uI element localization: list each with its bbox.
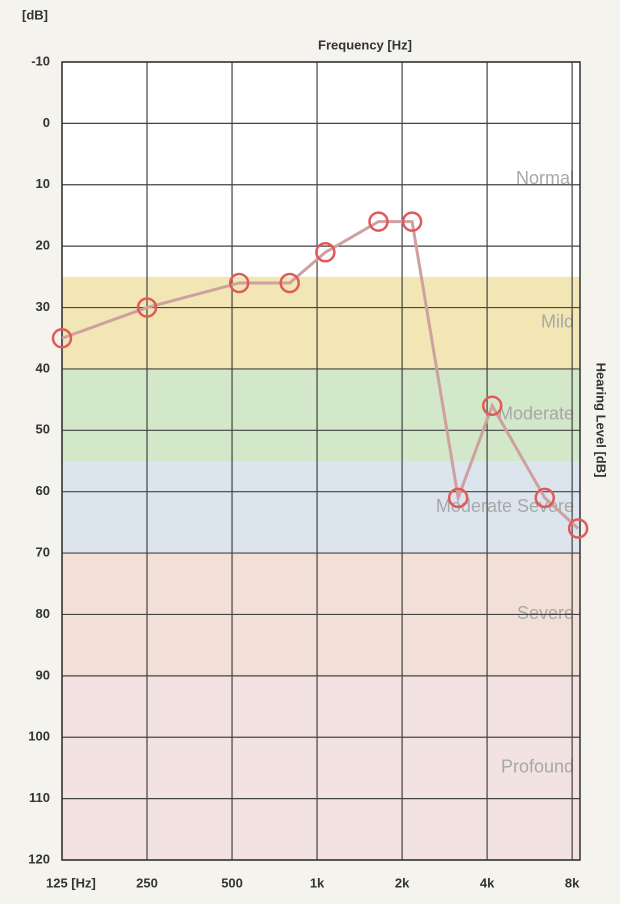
data-point	[401, 211, 423, 232]
x-tick-label: 2k	[395, 875, 410, 890]
data-point	[534, 487, 556, 509]
band-label: Moderate	[498, 404, 574, 424]
band-label: Normal	[516, 168, 574, 188]
data-point	[567, 518, 589, 539]
x-tick-label: 1k	[310, 875, 325, 890]
y-tick-label: 50	[36, 422, 50, 437]
data-point	[315, 242, 336, 263]
y-tick-label: 20	[36, 238, 50, 253]
band	[62, 461, 580, 554]
data-point	[447, 487, 469, 509]
band-label: Mild	[541, 312, 574, 332]
data-point	[136, 297, 158, 318]
y-axis-title: Hearing Level [dB]	[594, 363, 609, 478]
y-tick-label: 110	[29, 790, 50, 805]
y-tick-label: 0	[43, 115, 50, 130]
y-tick-label: 10	[36, 176, 50, 191]
y-tick-label: -10	[31, 53, 50, 68]
data-point	[228, 272, 250, 294]
band	[62, 276, 580, 369]
x-tick-label: 125 [Hz]	[46, 875, 96, 890]
band-label: Profound	[501, 757, 574, 777]
data-point	[279, 272, 300, 294]
x-tick-label: 8k	[565, 875, 580, 890]
y-tick-label: 120	[28, 851, 50, 866]
y-unit: [dB]	[22, 7, 48, 22]
y-tick-label: 40	[36, 360, 50, 375]
band	[62, 675, 580, 860]
plot-frame	[61, 61, 581, 861]
chart-title: Frequency [Hz]	[318, 37, 412, 52]
band-label: Moderate Severe	[436, 496, 574, 516]
x-tick-label: 250	[136, 875, 158, 890]
band	[62, 62, 580, 277]
y-tick-label: 90	[36, 667, 50, 682]
x-tick-label: 500	[221, 875, 243, 890]
data-point	[368, 211, 389, 232]
x-tick-label: 4k	[480, 875, 495, 890]
y-tick-label: 70	[36, 545, 50, 560]
y-tick-label: 30	[36, 299, 50, 314]
data-point	[51, 327, 73, 349]
data-point	[481, 395, 503, 417]
series-line	[61, 220, 580, 530]
y-tick-label: 80	[36, 606, 50, 621]
y-tick-label: 60	[36, 483, 50, 498]
band-label: Severe	[517, 603, 574, 623]
y-tick-label: 100	[28, 729, 50, 744]
